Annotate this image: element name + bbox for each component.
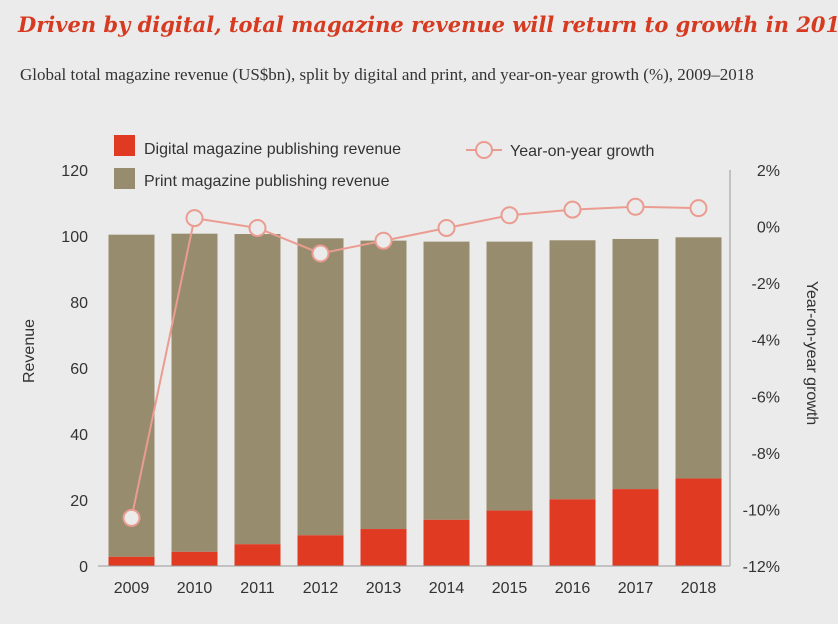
chart-title: Driven by digital, total magazine revenu… [18,12,838,37]
bar-print [108,234,155,557]
y2-tick-label: 2% [757,163,780,180]
x-axis-labels: 2009 2010 2011 2012 2013 2014 2015 2016 2017 2018 [114,580,717,597]
bar-print [171,233,218,552]
x-tick-label: 2013 [366,580,402,597]
x-tick-label: 2011 [240,580,275,597]
bar-digital [486,510,533,566]
chart-subtitle: Global total magazine revenue (US$bn), s… [20,65,754,84]
growth-point [374,231,393,250]
y2-tick-label: -4% [752,333,780,350]
bar-digital [423,519,470,566]
y2-tick-label: -10% [743,502,780,519]
y2-tick-label: -6% [752,389,780,406]
growth-point [311,244,330,263]
bar-digital [360,529,407,566]
y-tick-label: 40 [70,427,88,444]
growth-point [500,206,519,225]
growth-point [122,508,141,527]
x-tick-label: 2017 [618,580,654,597]
growth-point [689,199,708,218]
y2-tick-label: -12% [743,559,780,576]
y2-axis-title: Year-on-year growth [803,281,820,425]
legend-label-growth: Year-on-year growth [510,143,654,160]
y2-tick-label: -2% [752,276,780,293]
growth-point [185,209,204,228]
x-tick-label: 2012 [303,580,339,597]
bar-print [549,240,596,500]
x-tick-label: 2018 [681,580,717,597]
y-tick-label: 120 [61,163,88,180]
y-axis-title: Revenue [21,319,38,383]
legend-swatch-digital [114,135,135,156]
bar-digital [297,535,344,566]
y2-tick-label: -8% [752,446,780,463]
growth-point [563,200,582,219]
x-tick-label: 2016 [555,580,591,597]
y-tick-label: 0 [79,559,88,576]
bar-group [108,233,722,566]
growth-point [248,218,267,237]
y-tick-label: 20 [70,493,88,510]
growth-point [626,197,645,216]
x-tick-label: 2010 [177,580,213,597]
legend-label-digital: Digital magazine publishing revenue [144,141,401,158]
bar-digital [234,544,281,566]
growth-line-group [122,197,708,527]
y-tick-label: 80 [70,295,88,312]
y-tick-label: 100 [61,229,88,246]
x-tick-label: 2015 [492,580,528,597]
legend-label-print: Print magazine publishing revenue [144,173,390,190]
bar-digital [675,478,722,566]
y-axis-right: 2% 0% -2% -4% -6% -8% -10% -12% [743,163,780,576]
legend-swatch-print [114,168,135,189]
legend: Digital magazine publishing revenue Prin… [114,135,654,190]
y-axis-left: 0 20 40 60 80 100 120 [61,163,88,576]
bar-digital [549,499,596,566]
bar-print [486,241,533,511]
bar-print [297,238,344,536]
bar-digital [171,551,218,566]
bar-digital [108,556,155,566]
growth-line [130,205,699,519]
bar-print [675,237,722,479]
bar-digital [612,489,659,566]
x-tick-label: 2014 [429,580,465,597]
bar-print [360,240,407,530]
y-tick-label: 60 [70,361,88,378]
y2-tick-label: 0% [757,220,780,237]
legend-growth-marker [475,141,493,159]
bar-print [234,234,281,545]
bar-print [423,241,470,520]
bar-print [612,238,659,490]
growth-point [437,218,456,237]
x-tick-label: 2009 [114,580,150,597]
